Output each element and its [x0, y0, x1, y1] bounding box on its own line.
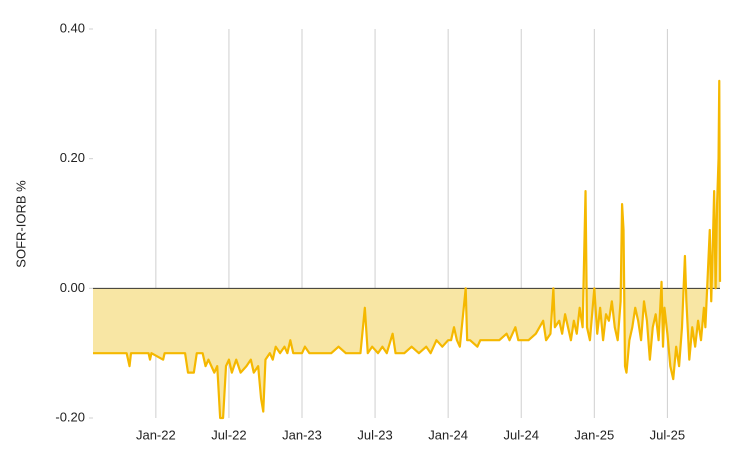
x-tick-label: Jul-22 [211, 427, 246, 442]
y-axis-label: SOFR-IORB % [13, 180, 28, 268]
y-tick-label: -0.20 [55, 409, 85, 424]
x-tick-label: Jan-22 [136, 427, 176, 442]
x-tick-label: Jan-25 [574, 427, 614, 442]
x-tick-label: Jul-24 [504, 427, 539, 442]
x-tick-label: Jul-23 [357, 427, 392, 442]
y-tick-label: 0.00 [60, 280, 85, 295]
y-tick-label: 0.40 [60, 20, 85, 35]
area [93, 80, 720, 418]
x-tick-label: Jan-23 [282, 427, 322, 442]
x-tick-label: Jan-24 [428, 427, 468, 442]
y-tick-label: 0.20 [60, 150, 85, 165]
line [93, 79, 722, 420]
x-tick-label: Jul-25 [650, 427, 685, 442]
